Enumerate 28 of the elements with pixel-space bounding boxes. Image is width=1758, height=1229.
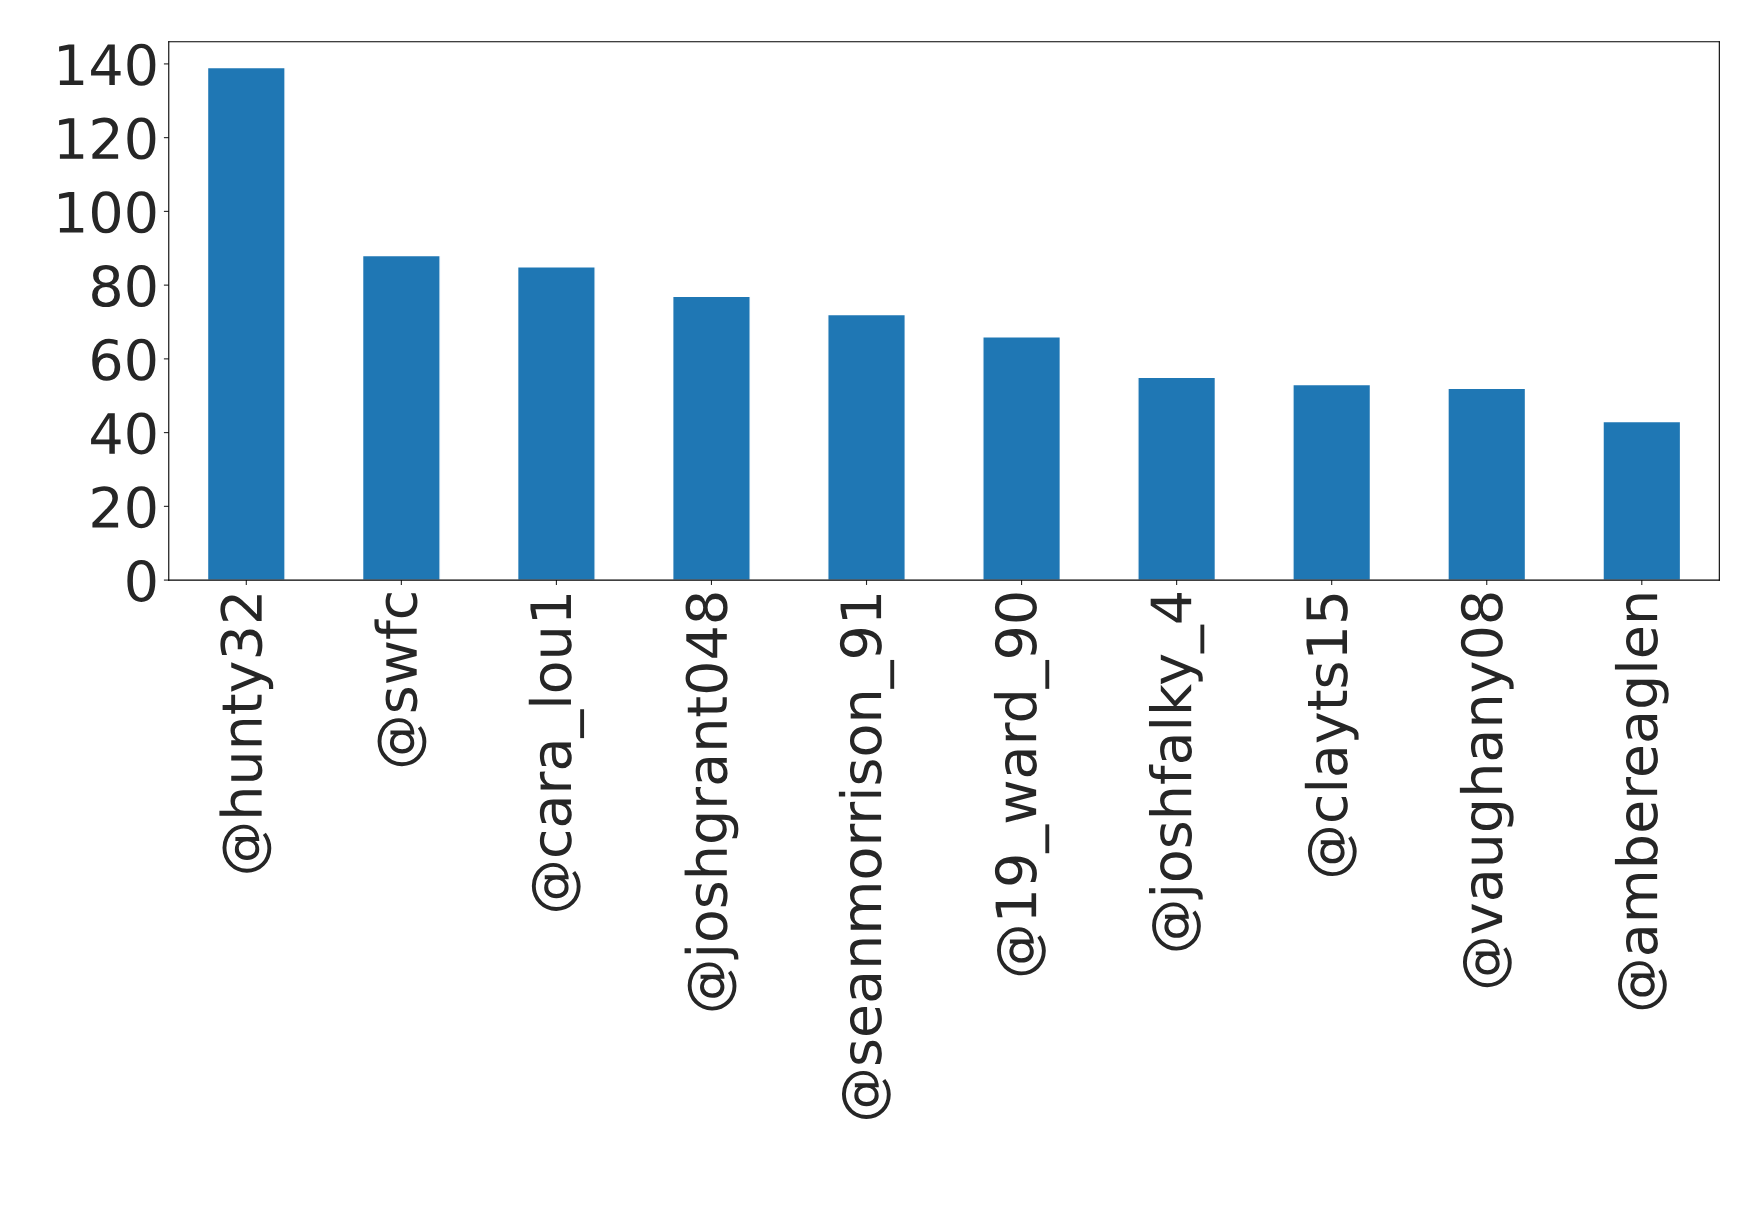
y-tick-label: 100 (59, 191, 156, 234)
y-tick-label: 0 (127, 559, 156, 602)
y-tick-label: 140 (59, 43, 156, 86)
bar (206, 66, 286, 581)
x-tick-label: @swfc (374, 593, 427, 767)
x-tick-label: @clayts15 (1304, 594, 1359, 877)
bar (672, 295, 751, 581)
bar (827, 313, 906, 581)
bar (1292, 383, 1372, 581)
x-tick-label: @cara_lou1 (528, 594, 585, 911)
x-tick-label: @seanmorrison_91 (838, 594, 895, 1119)
y-tick-label: 80 (92, 265, 156, 308)
bar (516, 265, 596, 581)
y-tick-label: 40 (91, 412, 156, 455)
x-tick-label: @joshfalky_4 (1148, 592, 1205, 951)
x-tick-label: @vaughany08 (1459, 593, 1514, 988)
x-tick-label: @19_ward_90 (993, 593, 1050, 976)
x-tick-label: @joshgrant048 (684, 593, 739, 1011)
y-tick-label: 60 (92, 338, 156, 381)
bar (1602, 420, 1682, 581)
x-tick-label: @ambereaglen (1614, 594, 1669, 1010)
bar (1447, 387, 1527, 581)
bar (361, 254, 441, 581)
y-tick-label: 120 (59, 117, 156, 160)
y-tick-label: 20 (92, 486, 156, 529)
bar (982, 336, 1062, 581)
x-tick-label: @hunty32 (219, 595, 274, 873)
bar (1137, 376, 1217, 581)
